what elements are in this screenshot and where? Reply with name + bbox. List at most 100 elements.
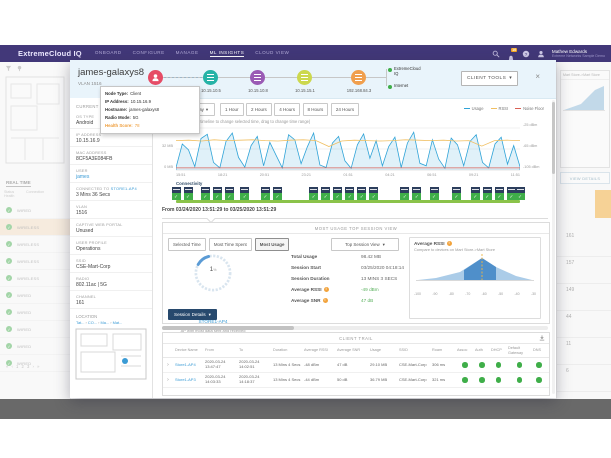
legend-item-noise-floor: Noise Floor xyxy=(515,106,544,111)
top-session-view-dropdown[interactable]: Top Session View ▾ xyxy=(331,238,399,251)
nav-item-cloud-view[interactable]: CLOUD VIEW xyxy=(255,49,290,55)
horizontal-scrollbar[interactable] xyxy=(162,326,548,330)
row-expand-icon[interactable]: › xyxy=(167,361,169,368)
connectivity-marker[interactable]: ✓ xyxy=(183,187,193,200)
table-row[interactable]: › Store1-AP3 2020-03-24 14:03:33 2020-03-24… xyxy=(163,373,549,388)
connectivity-marker[interactable]: ✓ xyxy=(224,187,234,200)
connectivity-marker[interactable]: ✓ xyxy=(400,187,410,200)
breadcrumb-item[interactable]: Tat... xyxy=(76,320,85,325)
connectivity-marker[interactable]: ✓ xyxy=(272,187,282,200)
session-stat-label: Session Duration xyxy=(291,276,330,281)
x-axis-tick: 18:21 xyxy=(217,173,228,177)
connectivity-marker[interactable]: ✓ xyxy=(321,187,331,200)
connectivity-marker[interactable]: ✓ xyxy=(482,187,492,200)
topology-node-client[interactable] xyxy=(148,70,163,85)
endpoint-dot xyxy=(388,68,392,72)
device-glyph xyxy=(355,76,362,79)
time-button-8-hours[interactable]: 8 Hours xyxy=(302,103,329,116)
breadcrumb-item[interactable]: Mat... xyxy=(112,320,123,325)
trail-col-roam: Roam xyxy=(432,348,443,353)
time-button-4-hours[interactable]: 4 Hours xyxy=(274,103,301,116)
session-stat-row: Total Usage 98.42 MB xyxy=(291,254,381,259)
sidebar-field-link[interactable]: STORE1-AP4 xyxy=(109,185,137,191)
connectivity-marker[interactable]: ✓ xyxy=(345,187,355,200)
connectivity-marker[interactable]: ✓ xyxy=(429,187,439,200)
export-icon[interactable] xyxy=(539,335,545,341)
vertical-scrollbar[interactable] xyxy=(552,100,555,394)
nav-item-configure[interactable]: CONFIGURE xyxy=(132,49,165,55)
user-menu[interactable]: Mathew Edwards Extreme Networks Sample D… xyxy=(552,49,605,58)
topology-node-gateway[interactable] xyxy=(351,70,366,85)
topology-node-router[interactable] xyxy=(250,70,265,85)
usage-rssi-chart[interactable] xyxy=(176,126,520,172)
trail-from: 2020-03-24 13:47:47 xyxy=(205,359,226,369)
session-tab-selected-time[interactable]: Selected Time xyxy=(168,238,206,251)
legend-swatch xyxy=(515,107,522,110)
nav-item-ml-insights[interactable]: ML INSIGHTS xyxy=(209,50,245,58)
breadcrumb-item[interactable]: CO... xyxy=(87,320,97,325)
connectivity-marker[interactable]: ✓ xyxy=(369,187,379,200)
ap-link[interactable]: STORE1-AP4 xyxy=(198,319,228,324)
trail-col-assoc: Assoc xyxy=(457,348,468,353)
endpoint-internet: Internet xyxy=(388,83,426,89)
vertical-scrollbar-thumb[interactable] xyxy=(552,102,555,174)
connectivity-marker[interactable]: ✓ xyxy=(357,187,367,200)
nav-item-onboard[interactable]: ONBOARD xyxy=(94,49,122,55)
close-icon[interactable]: × xyxy=(535,72,540,81)
time-button-2-hours[interactable]: 2 Hours xyxy=(246,103,272,116)
y-axis-label-left: 32 MB xyxy=(162,144,173,148)
x-axis-tick: 04:21 xyxy=(385,173,395,177)
location-floor-plan[interactable] xyxy=(75,328,147,380)
endpoint-label: Internet xyxy=(394,83,409,88)
trail-device-link[interactable]: Store1-AP3 xyxy=(175,376,196,382)
trail-col-dhcp: DHCP xyxy=(491,348,502,353)
session-tab-most-time-spent[interactable]: Most Time Spent xyxy=(208,238,252,251)
topology-dashed-connector xyxy=(156,77,204,78)
connectivity-marker[interactable]: ✓ xyxy=(506,187,516,200)
connectivity-marker[interactable]: ✓ xyxy=(333,187,343,200)
sidebar-field-value[interactable]: james xyxy=(76,173,90,180)
session-stat-label: Average RSSI! xyxy=(291,287,329,292)
connectivity-marker[interactable]: ✓ xyxy=(451,187,461,200)
topology-node-firewall[interactable] xyxy=(297,70,312,85)
session-details-button[interactable]: Session Details ▾ xyxy=(168,309,217,320)
nav-menu: ONBOARD CONFIGURE MANAGE ML INSIGHTS CLOUD V… xyxy=(95,50,290,58)
table-row[interactable]: › Store1-AP4 2020-03-24 13:47:47 2020-03-24… xyxy=(163,358,549,373)
sidebar-field-value: Unused xyxy=(76,227,94,234)
status-ok-dot xyxy=(495,377,502,383)
status-ok-dot xyxy=(516,377,523,383)
distribution-tick: -80 xyxy=(448,292,454,296)
session-tab-most-usage[interactable]: Most Usage xyxy=(254,238,290,251)
endpoint-extremecloud: ExtremeCloud IQ xyxy=(388,66,426,77)
row-expand-icon[interactable]: › xyxy=(167,376,169,383)
session-stat-label: Total Usage xyxy=(291,254,318,259)
time-button-1-hour[interactable]: 1 Hour xyxy=(220,103,244,116)
connectivity-marker[interactable]: ✓ xyxy=(200,187,210,200)
connectivity-marker[interactable]: ✓ xyxy=(171,187,181,200)
topology-node-switch[interactable] xyxy=(203,70,218,85)
scrollbar-thumb[interactable] xyxy=(162,326,294,330)
connectivity-marker[interactable]: ✓ xyxy=(494,187,504,200)
notifications-bell-icon[interactable]: 10 xyxy=(507,47,517,62)
sidebar-field-user-profile: USER PROFILE Operations xyxy=(70,237,152,255)
nav-item-manage[interactable]: MANAGE xyxy=(175,49,199,55)
time-button-24-hours[interactable]: 24 Hours xyxy=(330,103,360,116)
trail-col-average-rssi: Average RSSI xyxy=(304,348,328,353)
help-icon[interactable]: ? xyxy=(522,50,530,58)
sidebar-field-label: CAPTIVE WEB PORTAL xyxy=(76,221,123,227)
connectivity-marker[interactable]: ✓ xyxy=(412,187,422,200)
connectivity-marker[interactable]: ✓ xyxy=(309,187,319,200)
trail-device-link[interactable]: Store1-AP4 xyxy=(175,361,196,367)
connectivity-marker[interactable]: ✓ xyxy=(515,187,525,200)
connectivity-marker[interactable]: ✓ xyxy=(212,187,222,200)
breadcrumb-item[interactable]: Ma... xyxy=(100,320,110,325)
sidebar-field-value: 3 Mins 36 Secs xyxy=(76,191,111,198)
connectivity-marker[interactable]: ✓ xyxy=(470,187,480,200)
session-stat-row: Session Start 03/25/2020 04:18:14 xyxy=(291,265,404,270)
connectivity-marker[interactable]: ✓ xyxy=(240,187,250,200)
user-avatar-icon[interactable] xyxy=(537,50,545,58)
client-tools-button[interactable]: CLIENT TOOLS ▾ xyxy=(460,71,518,86)
search-icon[interactable] xyxy=(492,50,500,58)
selected-range-summary: From 03/24/2020 13:51:29 to 03/25/2020 1… xyxy=(162,207,277,213)
connectivity-marker[interactable]: ✓ xyxy=(260,187,270,200)
